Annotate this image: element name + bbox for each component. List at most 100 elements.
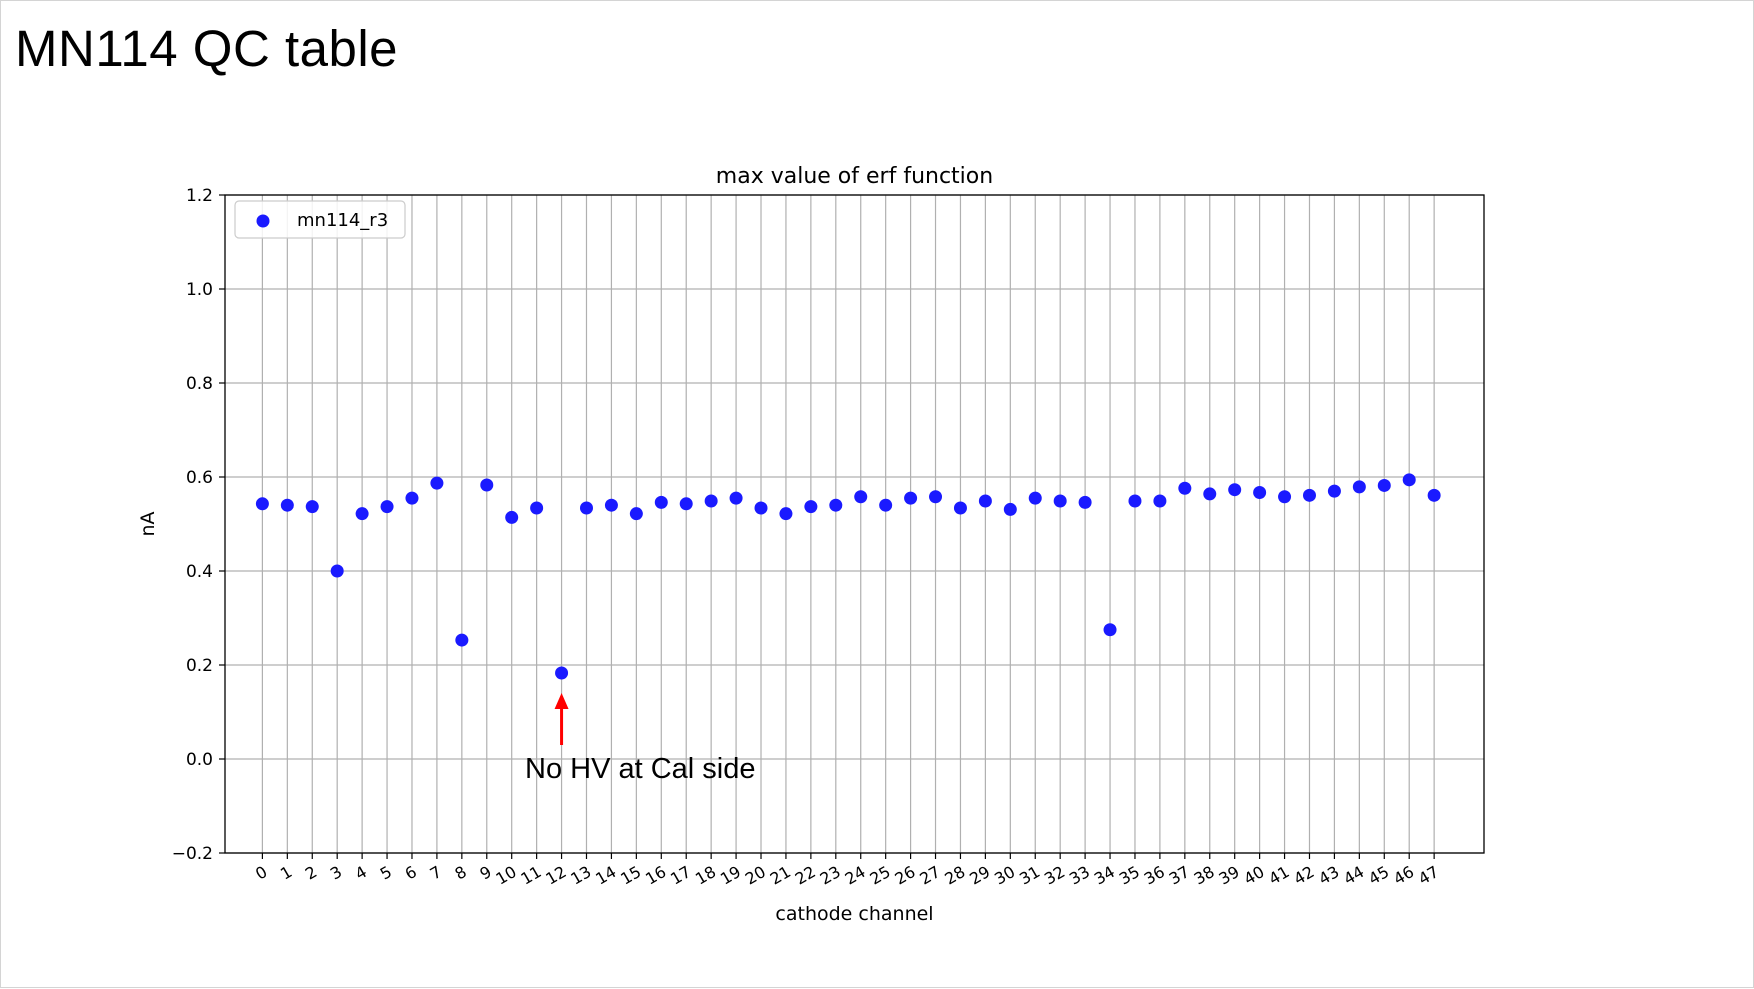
x-tick-label: 8 — [452, 862, 470, 884]
x-tick-label: 1 — [277, 862, 295, 884]
x-tick-label: 39 — [1216, 862, 1243, 889]
x-axis-label: cathode channel — [775, 903, 933, 925]
y-tick-label: 1.0 — [186, 280, 213, 300]
data-point — [629, 507, 643, 521]
y-tick-label: 0.2 — [186, 656, 213, 676]
x-tick-label: 13 — [567, 862, 594, 889]
x-tick-label: 21 — [767, 862, 794, 889]
data-point — [654, 495, 668, 509]
x-tick-label: 24 — [842, 862, 869, 889]
x-tick-label: 3 — [327, 862, 345, 884]
x-tick-label: 22 — [792, 862, 819, 889]
legend-marker — [256, 214, 270, 228]
y-tick-label: −0.2 — [172, 844, 213, 864]
annotation-arrow-head — [554, 693, 569, 709]
data-point — [530, 501, 544, 515]
x-tick-label: 10 — [493, 862, 520, 889]
x-tick-label: 37 — [1166, 862, 1193, 889]
data-point — [380, 500, 394, 514]
x-tick-label: 15 — [617, 862, 644, 889]
x-tick-label: 0 — [252, 862, 270, 884]
data-point — [330, 564, 344, 578]
data-point — [505, 510, 519, 524]
chart-title: max value of erf function — [716, 164, 993, 189]
data-point — [1178, 481, 1192, 495]
data-point — [1402, 473, 1416, 487]
x-tick-label: 19 — [717, 862, 744, 889]
data-point — [1253, 486, 1267, 500]
x-tick-label: 30 — [991, 862, 1018, 889]
y-tick-label: 0.8 — [186, 374, 213, 394]
data-point — [1128, 494, 1142, 508]
y-axis-label: nA — [137, 511, 159, 536]
x-tick-label: 7 — [427, 862, 445, 884]
data-point — [929, 490, 943, 504]
x-tick-label: 25 — [867, 862, 894, 889]
data-point — [804, 500, 818, 514]
x-tick-label: 2 — [302, 862, 320, 884]
data-point — [1103, 623, 1117, 637]
x-tick-label: 32 — [1041, 862, 1068, 889]
x-tick-label: 46 — [1390, 862, 1417, 889]
data-point — [1278, 490, 1292, 504]
data-point — [953, 501, 967, 515]
data-point — [1427, 488, 1441, 502]
data-point — [1153, 494, 1167, 508]
data-point — [1203, 487, 1217, 501]
data-point — [978, 494, 992, 508]
data-point — [1302, 488, 1316, 502]
x-tick-label: 45 — [1365, 862, 1392, 889]
data-point — [904, 491, 918, 505]
x-tick-label: 38 — [1191, 862, 1218, 889]
x-tick-label: 18 — [692, 862, 719, 889]
data-point — [579, 501, 593, 515]
data-point — [779, 507, 793, 521]
x-tick-label: 44 — [1340, 862, 1367, 889]
x-tick-label: 28 — [941, 862, 968, 889]
data-point — [854, 490, 868, 504]
x-tick-label: 40 — [1240, 862, 1267, 889]
data-point — [430, 476, 444, 490]
data-point — [729, 491, 743, 505]
x-tick-label: 31 — [1016, 862, 1043, 889]
annotation-text: No HV at Cal side — [525, 753, 756, 785]
data-point — [829, 498, 843, 512]
y-tick-label: 0.4 — [186, 562, 213, 582]
data-point — [280, 498, 294, 512]
x-tick-label: 29 — [966, 862, 993, 889]
x-tick-label: 12 — [542, 862, 569, 889]
y-tick-label: 0.6 — [186, 468, 213, 488]
data-point — [305, 500, 319, 514]
data-point — [1053, 494, 1067, 508]
x-tick-label: 41 — [1265, 862, 1292, 889]
x-tick-label: 47 — [1415, 862, 1442, 889]
x-tick-label: 16 — [642, 862, 669, 889]
x-tick-label: 17 — [667, 862, 694, 889]
x-tick-label: 6 — [402, 862, 420, 884]
x-tick-label: 35 — [1116, 862, 1143, 889]
x-tick-label: 20 — [742, 862, 769, 889]
y-tick-label: 0.0 — [186, 750, 213, 770]
data-point — [704, 494, 718, 508]
data-point — [1078, 495, 1092, 509]
data-point — [1003, 502, 1017, 516]
data-point — [480, 478, 494, 492]
x-tick-label: 34 — [1091, 862, 1118, 889]
data-point — [604, 498, 618, 512]
data-point — [405, 491, 419, 505]
data-point — [679, 497, 693, 511]
x-tick-label: 26 — [891, 862, 918, 889]
data-point — [555, 666, 569, 680]
x-tick-label: 23 — [817, 862, 844, 889]
x-tick-label: 14 — [592, 862, 619, 889]
legend-label: mn114_r3 — [297, 210, 388, 231]
data-point — [255, 497, 269, 511]
data-point — [1028, 491, 1042, 505]
x-tick-label: 11 — [518, 862, 545, 889]
x-tick-label: 33 — [1066, 862, 1093, 889]
data-point — [355, 507, 369, 521]
x-tick-label: 43 — [1315, 862, 1342, 889]
data-point — [1327, 484, 1341, 498]
data-point — [1377, 478, 1391, 492]
